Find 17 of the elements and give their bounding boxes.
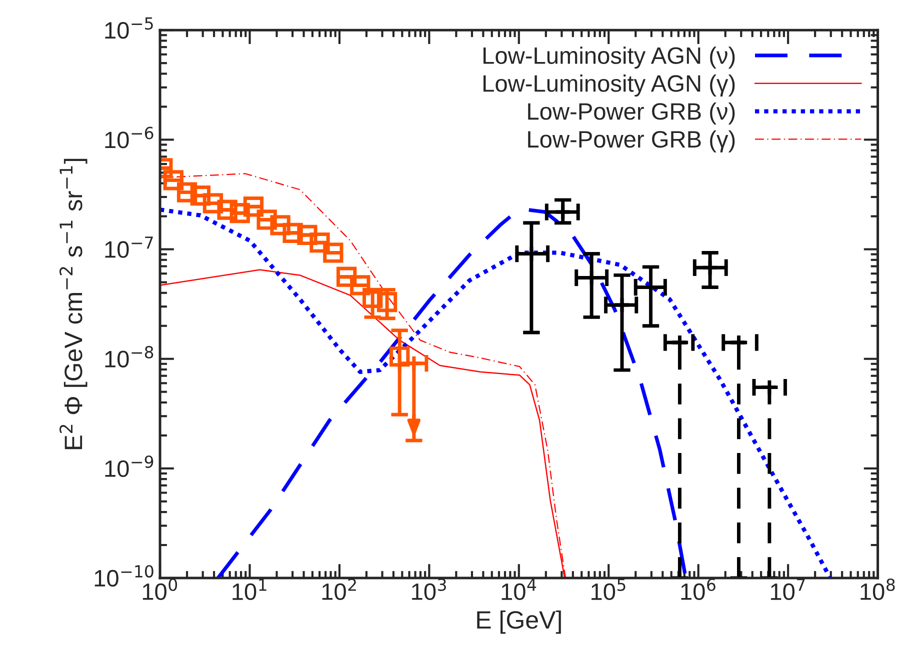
legend-label: Low-Power GRB (γ)	[528, 130, 735, 152]
x-tick-label: 10$^{8}$	[860, 578, 895, 600]
y-tick-label: 10$^{−8}$	[105, 346, 154, 368]
text: E$^{2}$ Φ [GeV cm$^{−2}$ s$^{−1}$ sr$^{−1}$]	[59, 158, 88, 450]
y-tick-label: 10$^{−9}$	[105, 456, 154, 478]
x-tick-label: 10$^{6}$	[681, 578, 716, 600]
x-axis-title: E [GeV]	[477, 610, 561, 634]
legend-label: Low-Luminosity AGN (ν)	[484, 46, 735, 69]
y-tick-label: 10$^{−5}$	[105, 17, 153, 39]
y-tick-label: 10$^{−7}$	[105, 236, 153, 258]
y-tick-label: 10$^{−6}$	[105, 126, 154, 148]
x-tick-label: 10$^{3}$	[412, 578, 446, 600]
legend-label: Low-Luminosity AGN (γ)	[484, 74, 735, 97]
x-tick-label: 10$^{4}$	[502, 578, 536, 600]
x-tick-label: 10$^{2}$	[322, 578, 356, 600]
legend-label: Low-Power GRB (ν)	[528, 102, 735, 124]
x-tick-label: 10$^{1}$	[232, 578, 266, 600]
